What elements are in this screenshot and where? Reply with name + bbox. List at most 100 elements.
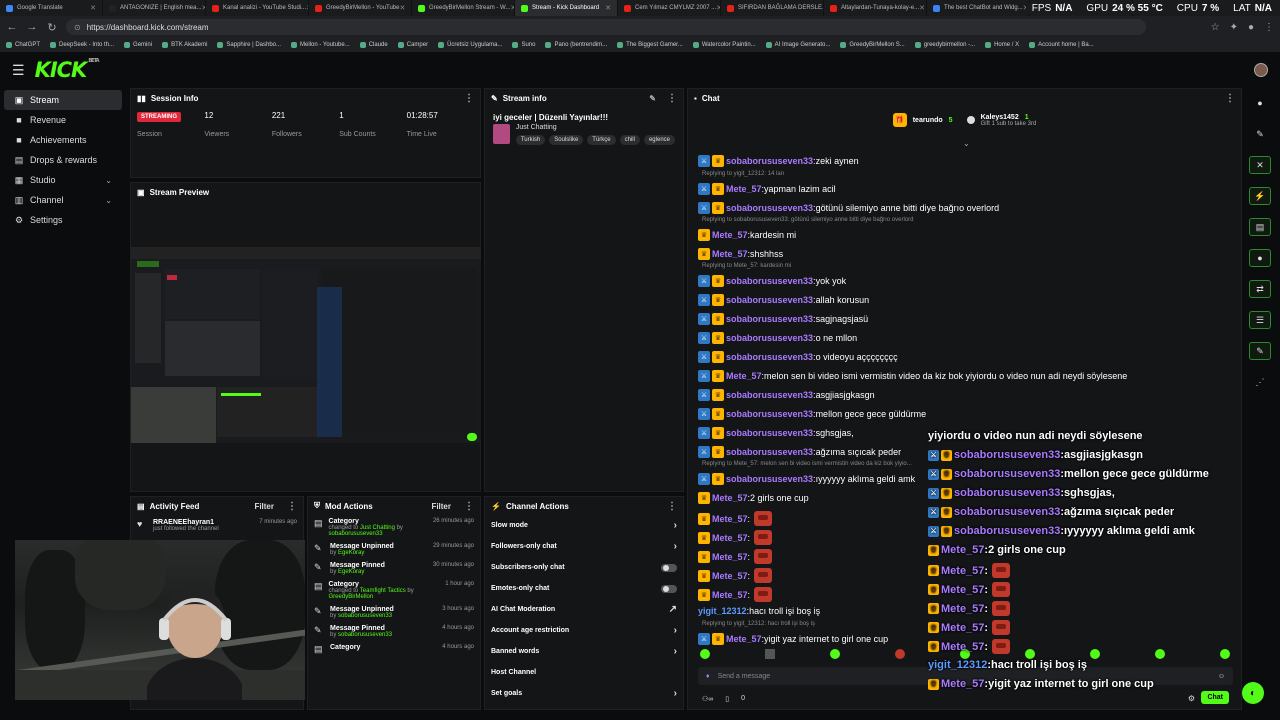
tab-close-icon[interactable]: ✕: [919, 5, 926, 12]
browser-tab[interactable]: The best ChatBot and Widg...✕: [927, 0, 1030, 16]
activity-user[interactable]: RRAENEEhayran1: [153, 519, 215, 526]
bookmark-item[interactable]: Sapphire | Dashbo...: [217, 42, 281, 48]
emote-icon[interactable]: [1220, 649, 1230, 659]
help-chat-icon[interactable]: ◐: [1242, 682, 1264, 704]
chevron-down-icon[interactable]: ⌄: [105, 175, 112, 185]
emote-icon[interactable]: [960, 649, 970, 659]
chat-username[interactable]: Mete_57: [712, 249, 748, 259]
browser-tab[interactable]: Kanal analizi - YouTube Studi...✕: [206, 0, 309, 16]
more-options-icon[interactable]: ⋮: [464, 92, 474, 104]
bookmark-item[interactable]: GreedyBirMellon S...: [840, 42, 905, 48]
chat-input[interactable]: ♦ Send a message ☺: [698, 667, 1233, 685]
chat-username[interactable]: Mete_57: [712, 493, 748, 503]
mod-action-user[interactable]: sobaborususeven33: [338, 632, 393, 638]
chat-username[interactable]: yigit_12312: [698, 606, 747, 616]
raid-icon[interactable]: ⚡: [1249, 187, 1271, 205]
extensions-icon[interactable]: ✦: [1229, 21, 1238, 33]
channel-action-banned-words[interactable]: Banned words ›: [485, 641, 683, 662]
chat-username[interactable]: sobaborususeven33: [726, 409, 814, 419]
stream-tag[interactable]: chill: [619, 135, 640, 145]
toggle-switch[interactable]: [661, 563, 677, 572]
chat-username[interactable]: Mete_57: [712, 551, 748, 562]
filter-button[interactable]: Filter: [431, 501, 451, 511]
emote-icon[interactable]: [765, 649, 775, 659]
chat-username[interactable]: Mete_57: [941, 640, 985, 653]
chat-username[interactable]: sobaborususeven33: [726, 203, 814, 213]
mic-icon[interactable]: ♦: [706, 672, 710, 680]
bookmark-item[interactable]: Account home | Ba...: [1029, 42, 1094, 48]
sidebar-item-channel[interactable]: ▥ Channel ⌄: [4, 190, 122, 210]
channel-action-set-goals[interactable]: Set goals ›: [485, 683, 683, 704]
mod-action-user[interactable]: GreedyBirMellon: [328, 594, 374, 600]
chat-username[interactable]: Mete_57: [941, 564, 985, 577]
info-icon[interactable]: ●: [1257, 98, 1263, 108]
chat-username[interactable]: Mete_57: [941, 621, 985, 634]
users-icon[interactable]: ⚇∞: [702, 696, 714, 703]
chat-username[interactable]: Mete_57: [726, 634, 762, 644]
bookmark-item[interactable]: BTK Akademi: [162, 42, 207, 48]
bookmark-item[interactable]: Claude: [359, 42, 388, 48]
chat-username[interactable]: sobaborususeven33: [726, 447, 814, 457]
kick-logo[interactable]: KICK BETA: [34, 58, 100, 82]
mod-action-user[interactable]: EgeKoray: [338, 569, 365, 575]
emote-icon[interactable]: [895, 649, 905, 659]
sidebar-item-studio[interactable]: ▦ Studio ⌄: [4, 170, 122, 190]
list-icon[interactable]: ☰: [1249, 311, 1271, 329]
chat-username[interactable]: sobaborususeven33: [726, 314, 814, 324]
tab-close-icon[interactable]: ✕: [201, 4, 205, 12]
bookmark-item[interactable]: Ücretsiz Uygulama...: [438, 42, 502, 48]
arrows-icon[interactable]: ⇄: [1249, 280, 1271, 298]
browser-tab[interactable]: Stream - Kick Dashboard ✕: [515, 0, 618, 16]
stream-tag[interactable]: Soulslike: [549, 135, 584, 145]
star-icon[interactable]: ☆: [1210, 21, 1220, 33]
chat-username[interactable]: Mete_57: [941, 583, 985, 596]
browser-tab[interactable]: GreedyBirMellon Stream - W...✕: [412, 0, 515, 16]
bookmark-item[interactable]: Gemini: [124, 42, 152, 48]
chat-username[interactable]: Mete_57: [941, 602, 985, 615]
pinned-gifter[interactable]: 🎁 tearundo 5: [892, 113, 953, 127]
channel-action-slow-mode[interactable]: Slow mode ›: [485, 515, 683, 536]
filter-button[interactable]: Filter: [254, 501, 274, 511]
chat-username[interactable]: yigit_12312: [928, 659, 988, 671]
chevron-right-icon[interactable]: ›: [673, 646, 677, 657]
edit-icon[interactable]: ✎: [649, 93, 656, 103]
user-avatar[interactable]: [1254, 63, 1268, 77]
browser-tab[interactable]: Cem Yılmaz CMYLMZ 2007 ...✕: [618, 0, 721, 16]
clipboard-icon[interactable]: ▤: [1249, 218, 1271, 236]
chat-username[interactable]: Mete_57: [712, 589, 748, 600]
emote-icon[interactable]: [1155, 649, 1165, 659]
expand-chevron-icon[interactable]: ⌄: [963, 139, 970, 148]
pencil-icon[interactable]: ✎: [1256, 128, 1264, 139]
chat-username[interactable]: sobaborususeven33: [954, 487, 1061, 499]
hamburger-menu-icon[interactable]: ☰: [12, 61, 25, 78]
bookmark-item[interactable]: Mellon - Youtube...: [291, 42, 350, 48]
chat-username[interactable]: sobaborususeven33: [726, 390, 814, 400]
chat-username[interactable]: Mete_57: [712, 532, 748, 543]
share-icon[interactable]: ⋰: [1255, 376, 1265, 387]
quick-action-icon[interactable]: ✕: [1249, 156, 1271, 174]
browser-tab[interactable]: SIFIRDAN BAĞLAMA DERSLE...✕: [721, 0, 824, 16]
back-icon[interactable]: ←: [6, 21, 18, 33]
more-options-icon[interactable]: ⋮: [287, 500, 297, 512]
emote-icon[interactable]: [700, 649, 710, 659]
bookmark-item[interactable]: ChatGPT: [6, 42, 40, 48]
reload-icon[interactable]: ↻: [47, 21, 57, 34]
stream-tag[interactable]: Turkish: [515, 135, 546, 145]
settings-gear-icon[interactable]: ⚙: [1187, 694, 1195, 703]
site-info-icon[interactable]: ⊙: [74, 22, 81, 32]
mod-action-user[interactable]: sobaborususeven33: [328, 531, 383, 537]
chat-username[interactable]: sobaborususeven33: [954, 506, 1061, 518]
tab-close-icon[interactable]: ✕: [306, 4, 308, 12]
chat-username[interactable]: sobaborususeven33: [954, 449, 1061, 461]
chat-username[interactable]: Mete_57: [712, 230, 748, 240]
tab-close-icon[interactable]: ✕: [1023, 4, 1029, 12]
chat-username[interactable]: sobaborususeven33: [726, 428, 814, 438]
mod-action-user[interactable]: EgeKoray: [338, 550, 365, 556]
chat-username[interactable]: sobaborususeven33: [726, 295, 814, 305]
sidebar-item-achievements[interactable]: ■ Achievements: [4, 130, 122, 150]
channel-action-followers-only-chat[interactable]: Followers-only chat ›: [485, 536, 683, 557]
channel-action-account-age-restriction[interactable]: Account age restriction ›: [485, 620, 683, 641]
chat-username[interactable]: Mete_57: [726, 371, 762, 381]
stream-preview-video[interactable]: [131, 247, 481, 443]
chevron-right-icon[interactable]: ›: [673, 541, 677, 552]
